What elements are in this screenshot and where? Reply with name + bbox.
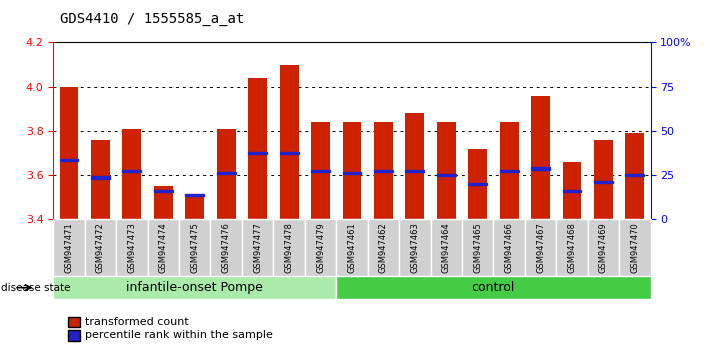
Bar (53, 276, 336, 299)
Bar (588, 219, 619, 276)
Text: GSM947461: GSM947461 (348, 222, 356, 273)
Bar (210, 219, 242, 276)
Bar (91, 176, 110, 178)
Bar (500, 122, 518, 219)
Bar (368, 219, 399, 276)
Bar (60, 159, 78, 161)
Bar (556, 219, 588, 276)
Bar (525, 219, 556, 276)
Bar (562, 162, 582, 219)
Bar (148, 219, 179, 276)
Bar (594, 181, 613, 183)
Bar (626, 133, 644, 219)
Bar (91, 140, 110, 219)
Bar (154, 190, 173, 192)
Text: GSM947473: GSM947473 (127, 222, 137, 273)
Bar (399, 219, 431, 276)
Text: GSM947478: GSM947478 (284, 222, 294, 273)
Bar (273, 219, 305, 276)
Bar (336, 219, 368, 276)
Text: GSM947467: GSM947467 (536, 222, 545, 273)
Bar (336, 276, 651, 299)
Text: GSM947463: GSM947463 (410, 222, 419, 273)
Bar (217, 129, 235, 219)
Text: GSM947469: GSM947469 (599, 222, 608, 273)
Bar (248, 78, 267, 219)
Bar (186, 194, 204, 196)
Bar (242, 219, 273, 276)
Bar (53, 219, 85, 276)
Bar (279, 152, 299, 154)
Bar (405, 113, 424, 219)
Bar (500, 170, 518, 172)
Bar (248, 152, 267, 154)
Text: GSM947471: GSM947471 (65, 222, 73, 273)
Text: GSM947468: GSM947468 (567, 222, 577, 273)
Bar (469, 183, 487, 185)
Bar (531, 96, 550, 219)
Bar (60, 87, 78, 219)
Text: GSM947465: GSM947465 (474, 222, 482, 273)
Text: percentile rank within the sample: percentile rank within the sample (85, 330, 272, 340)
Bar (594, 140, 613, 219)
Bar (116, 219, 148, 276)
Bar (431, 219, 462, 276)
Bar (85, 219, 116, 276)
Bar (374, 122, 392, 219)
Text: GSM947474: GSM947474 (159, 222, 168, 273)
Bar (179, 219, 210, 276)
Text: disease state: disease state (1, 282, 71, 293)
Text: GDS4410 / 1555585_a_at: GDS4410 / 1555585_a_at (60, 12, 245, 27)
Bar (154, 186, 173, 219)
Bar (374, 170, 392, 172)
Text: GSM947477: GSM947477 (253, 222, 262, 273)
Text: infantile-onset Pompe: infantile-onset Pompe (127, 281, 263, 294)
Bar (469, 149, 487, 219)
Bar (437, 174, 456, 176)
Bar (122, 129, 141, 219)
Text: GSM947470: GSM947470 (631, 222, 639, 273)
Text: GSM947466: GSM947466 (505, 222, 513, 273)
Bar (619, 219, 651, 276)
Bar (462, 219, 493, 276)
Text: GSM947472: GSM947472 (96, 222, 105, 273)
Bar (311, 170, 330, 172)
Bar (437, 122, 456, 219)
Bar (493, 219, 525, 276)
Text: GSM947462: GSM947462 (379, 222, 388, 273)
Bar (305, 219, 336, 276)
Bar (562, 190, 582, 192)
Bar (531, 167, 550, 170)
Text: control: control (471, 281, 515, 294)
Bar (279, 65, 299, 219)
Bar (626, 174, 644, 176)
Text: GSM947475: GSM947475 (191, 222, 199, 273)
Text: GSM947476: GSM947476 (222, 222, 230, 273)
Bar (343, 172, 361, 174)
Text: transformed count: transformed count (85, 317, 188, 327)
Bar (122, 170, 141, 172)
Bar (217, 172, 235, 174)
Bar (311, 122, 330, 219)
Text: GSM947464: GSM947464 (442, 222, 451, 273)
Bar (186, 198, 204, 219)
Bar (405, 170, 424, 172)
Text: GSM947479: GSM947479 (316, 222, 325, 273)
Bar (343, 122, 361, 219)
